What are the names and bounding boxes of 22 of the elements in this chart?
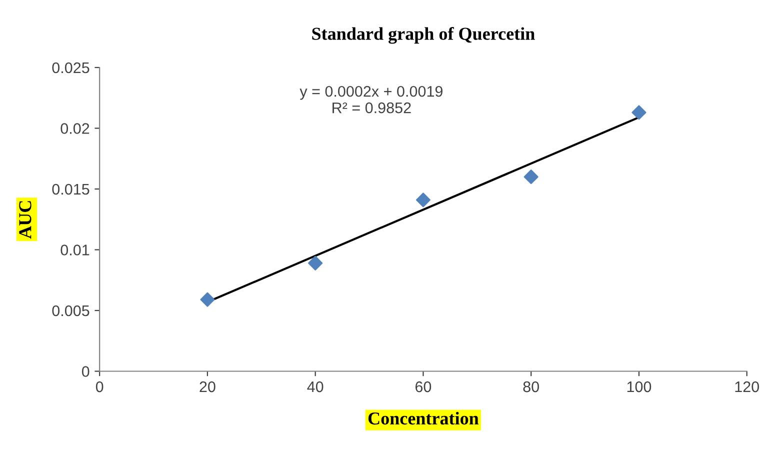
annotation: y = 0.0002x + 0.0019 R² = 0.9852 — [300, 86, 442, 114]
y-axis-title: AUC — [19, 201, 32, 239]
x-tick-label: 20 — [200, 381, 216, 392]
x-tick-label: 60 — [415, 381, 432, 392]
x-tick-label: 80 — [523, 381, 539, 392]
x-tick-label: 100 — [627, 381, 652, 392]
x-tick-label: 0 — [96, 381, 104, 392]
x-tick-label: 120 — [735, 381, 759, 392]
x-tick-label: 40 — [307, 381, 324, 392]
y-tick-label: 0 — [82, 366, 90, 377]
y-tick-label: 0.02 — [60, 123, 90, 134]
chart-title: Standard graph of Quercetin — [312, 27, 535, 44]
point — [200, 292, 215, 307]
y-tick-label: 0.005 — [52, 305, 90, 316]
y-tick-label: 0.01 — [60, 244, 90, 256]
y-tick-label: 0.015 — [52, 184, 90, 195]
point — [308, 256, 323, 270]
point — [416, 192, 430, 208]
point — [524, 170, 538, 184]
point — [632, 105, 646, 120]
x-axis-title: Concentration — [368, 412, 479, 425]
y-tick-label: 0.025 — [52, 62, 90, 74]
